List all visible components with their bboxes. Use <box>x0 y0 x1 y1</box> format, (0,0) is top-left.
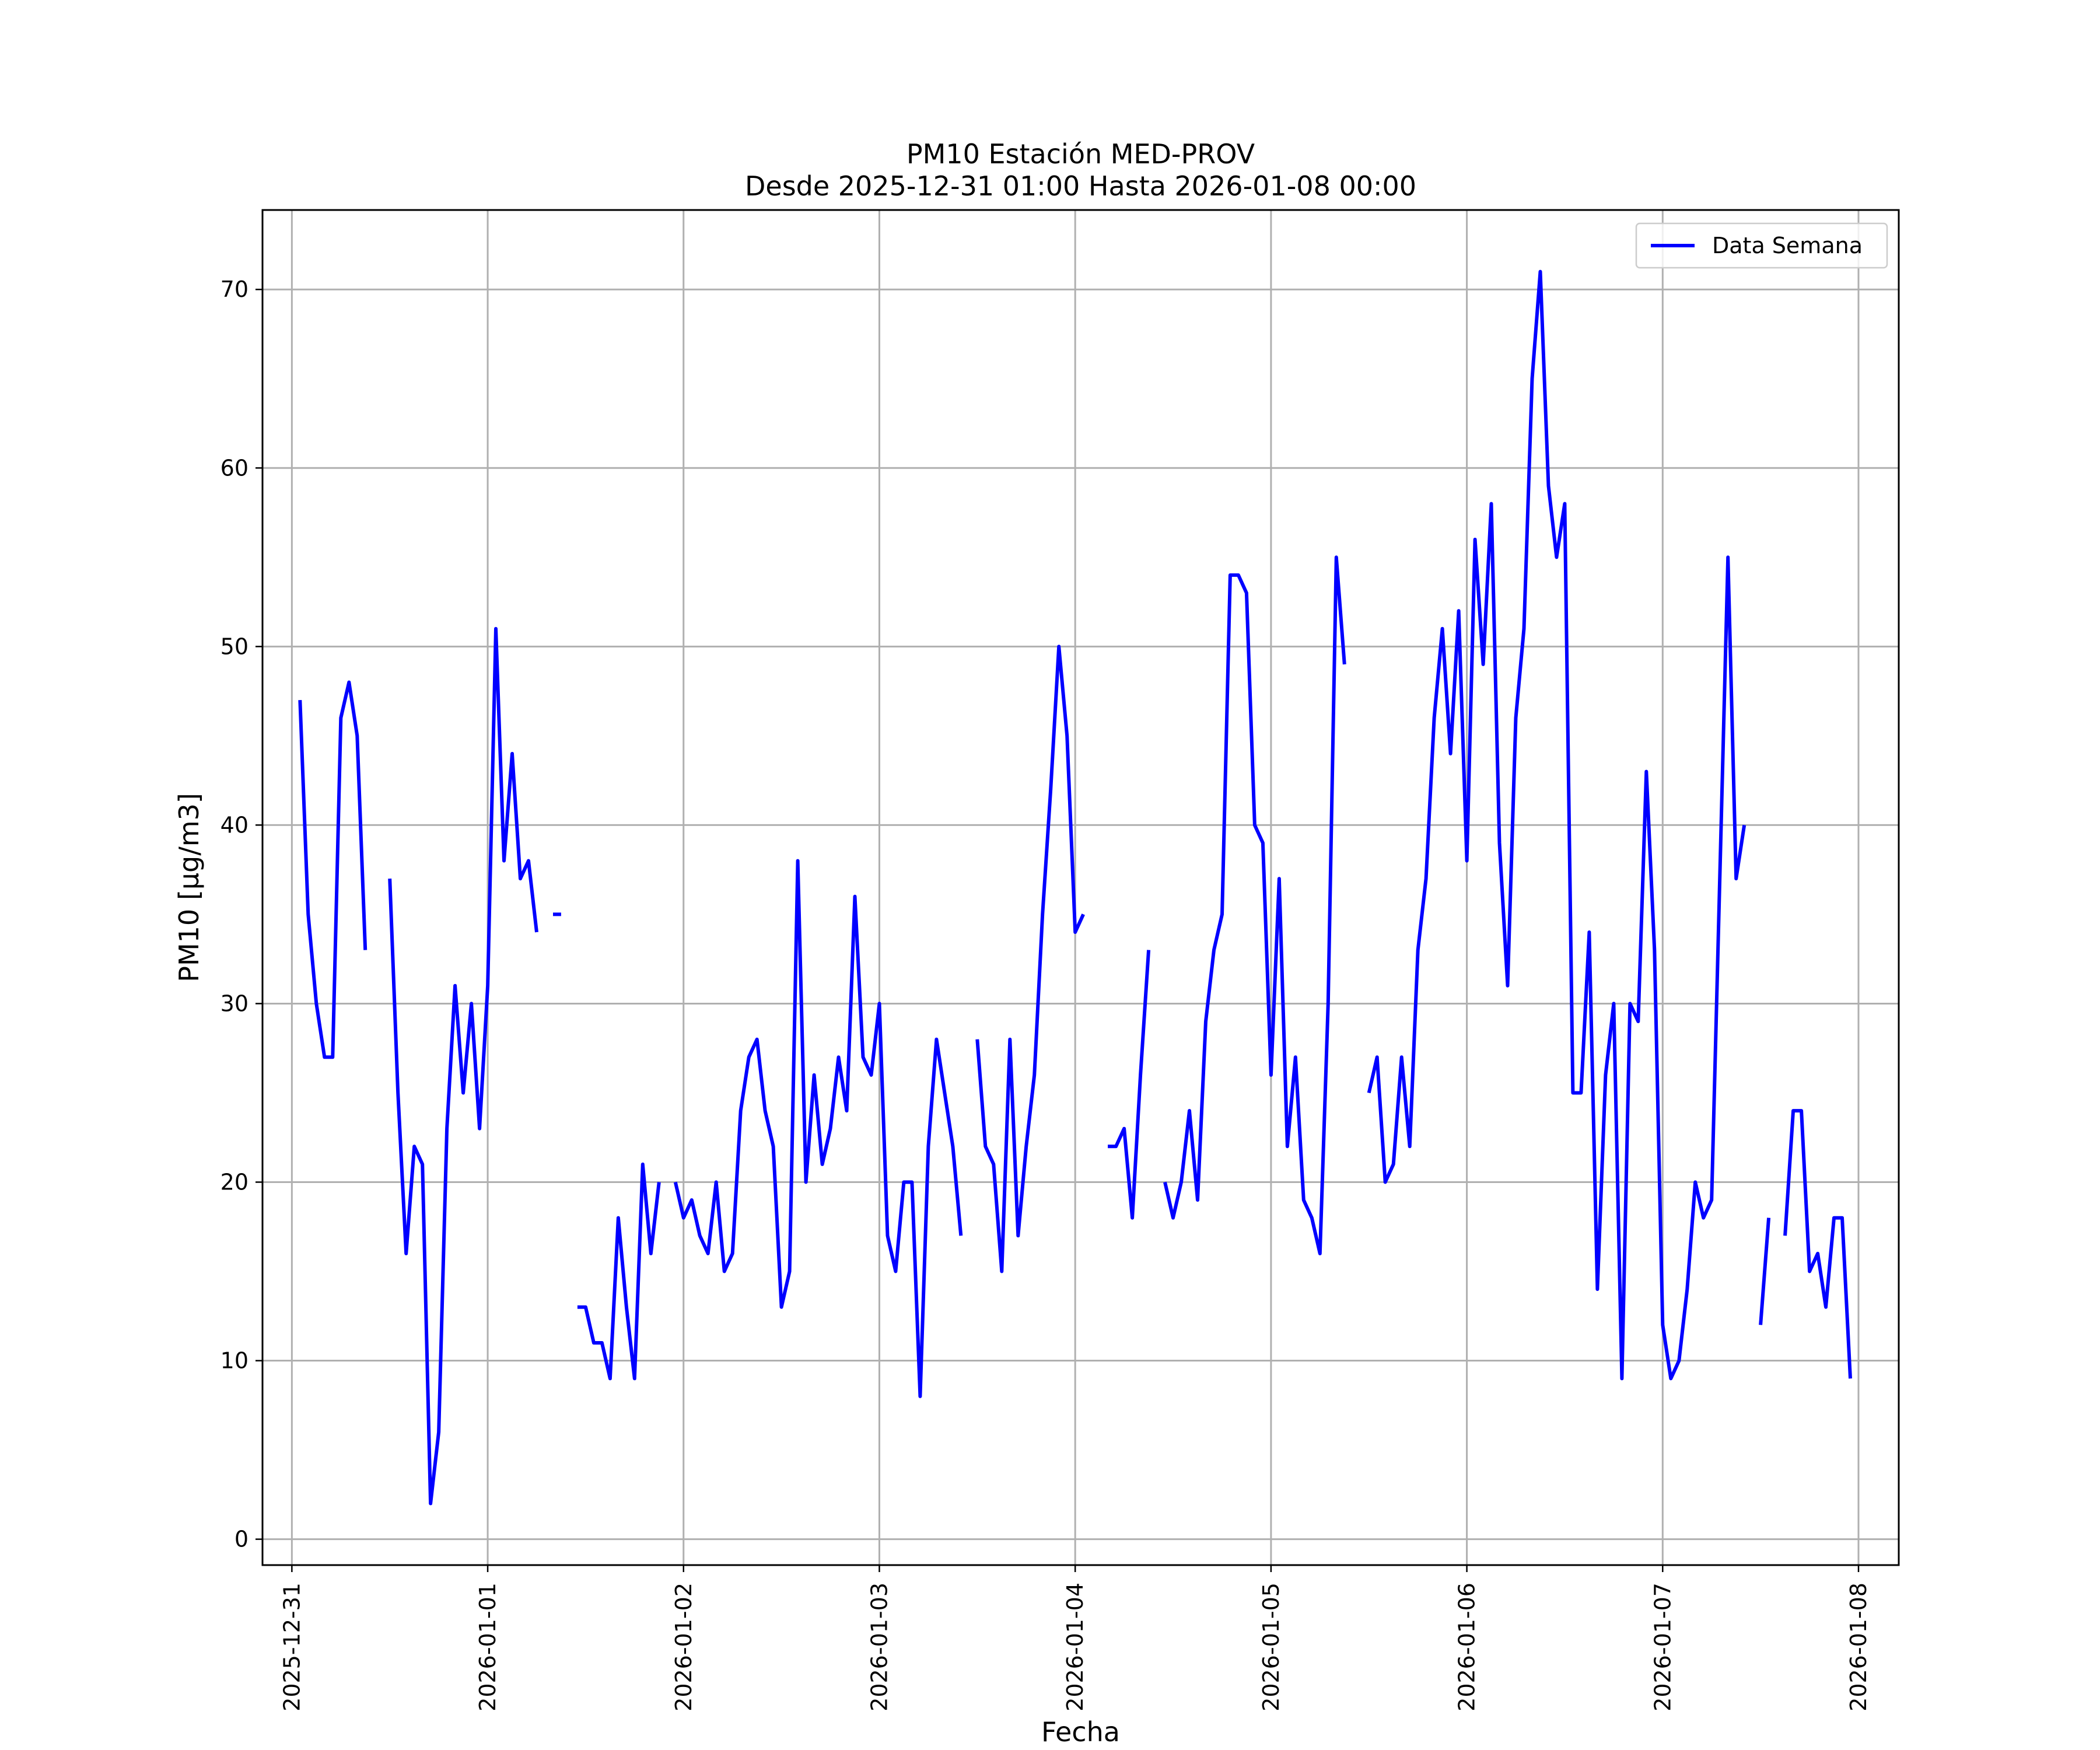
chart-subtitle: Desde 2025-12-31 01:00 Hasta 2026-01-08 … <box>745 170 1416 202</box>
y-tick-label: 70 <box>220 276 249 302</box>
series-line-segment <box>975 645 1085 1273</box>
legend-label-data-semana: Data Semana <box>1712 233 1863 258</box>
y-axis-label: PM10 [μg/m3] <box>173 793 205 982</box>
x-tick-label: 2026-01-04 <box>1062 1583 1088 1712</box>
series-line-segment <box>1783 1109 1852 1379</box>
x-tick-label: 2025-12-31 <box>279 1583 304 1712</box>
y-tick-label: 10 <box>220 1348 249 1374</box>
y-tick-label: 50 <box>220 634 249 659</box>
axis-ticks: 0 10 20 30 40 50 60 70 2025-12-31 2026-01-01 2026-… <box>220 276 1871 1712</box>
y-tick-label: 40 <box>220 812 249 838</box>
series-line-segment <box>1108 950 1151 1220</box>
series-line-segment <box>1163 555 1346 1255</box>
legend-box <box>1635 222 1888 269</box>
x-tick-label: 2026-01-08 <box>1846 1583 1871 1712</box>
y-tick-label: 60 <box>220 455 249 481</box>
series-line-segment <box>673 859 963 1398</box>
series-line-segment <box>1367 270 1746 1381</box>
series-lines <box>298 270 1852 1506</box>
x-tick-label: 2026-01-02 <box>671 1583 696 1712</box>
y-tick-label: 30 <box>220 991 249 1016</box>
series-line-segment <box>1759 1217 1771 1325</box>
series-line-segment <box>298 680 368 1059</box>
x-tick-label: 2026-01-07 <box>1650 1583 1675 1712</box>
x-tick-label: 2026-01-03 <box>866 1583 892 1712</box>
y-tick-label: 20 <box>220 1170 249 1195</box>
series-line-segment <box>577 1162 661 1381</box>
y-tick-label: 0 <box>235 1527 249 1552</box>
x-axis-label: Fecha <box>1041 1716 1120 1748</box>
x-tick-label: 2026-01-01 <box>475 1583 501 1712</box>
x-tick-label: 2026-01-05 <box>1258 1583 1284 1712</box>
x-tick-label: 2026-01-06 <box>1454 1583 1480 1712</box>
grid <box>262 210 1899 1565</box>
legend: Data Semana <box>1635 222 1888 269</box>
chart-title: PM10 Estación MED-PROV <box>907 138 1255 170</box>
series-line-segment <box>388 626 538 1506</box>
plot-area-frame <box>261 209 1900 1566</box>
